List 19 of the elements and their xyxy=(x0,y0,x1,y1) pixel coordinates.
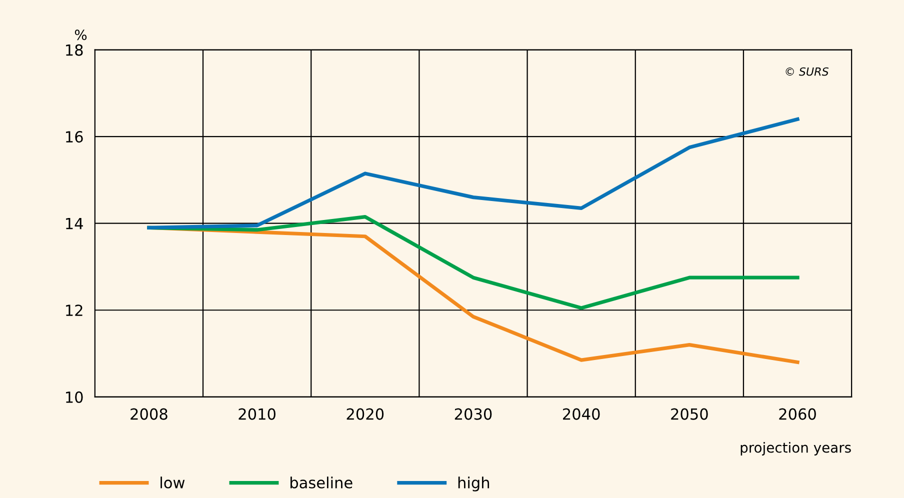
y-tick-label: 10 xyxy=(66,391,83,403)
x-tick-label: 2010 xyxy=(238,408,276,420)
x-axis-title: projection years xyxy=(740,442,851,456)
legend-label: high xyxy=(458,476,490,492)
y-tick-label: 16 xyxy=(66,131,83,143)
y-tick-label: 14 xyxy=(66,218,83,230)
x-tick-label: 2040 xyxy=(563,408,600,420)
y-axis-title: % xyxy=(74,30,87,40)
line-series xyxy=(147,117,800,230)
legend-label: low xyxy=(160,476,185,488)
x-tick-label: 2020 xyxy=(346,408,384,420)
x-tick-label: 2060 xyxy=(779,408,816,420)
annotation: © SURS xyxy=(786,67,829,76)
y-tick-label: 12 xyxy=(66,304,82,316)
x-tick-label: 2008 xyxy=(130,408,168,420)
y-tick-label: 18 xyxy=(66,44,83,56)
x-tick-label: 2050 xyxy=(671,408,708,420)
legend-label: baseline xyxy=(290,476,352,488)
x-tick-label: 2030 xyxy=(454,408,492,420)
